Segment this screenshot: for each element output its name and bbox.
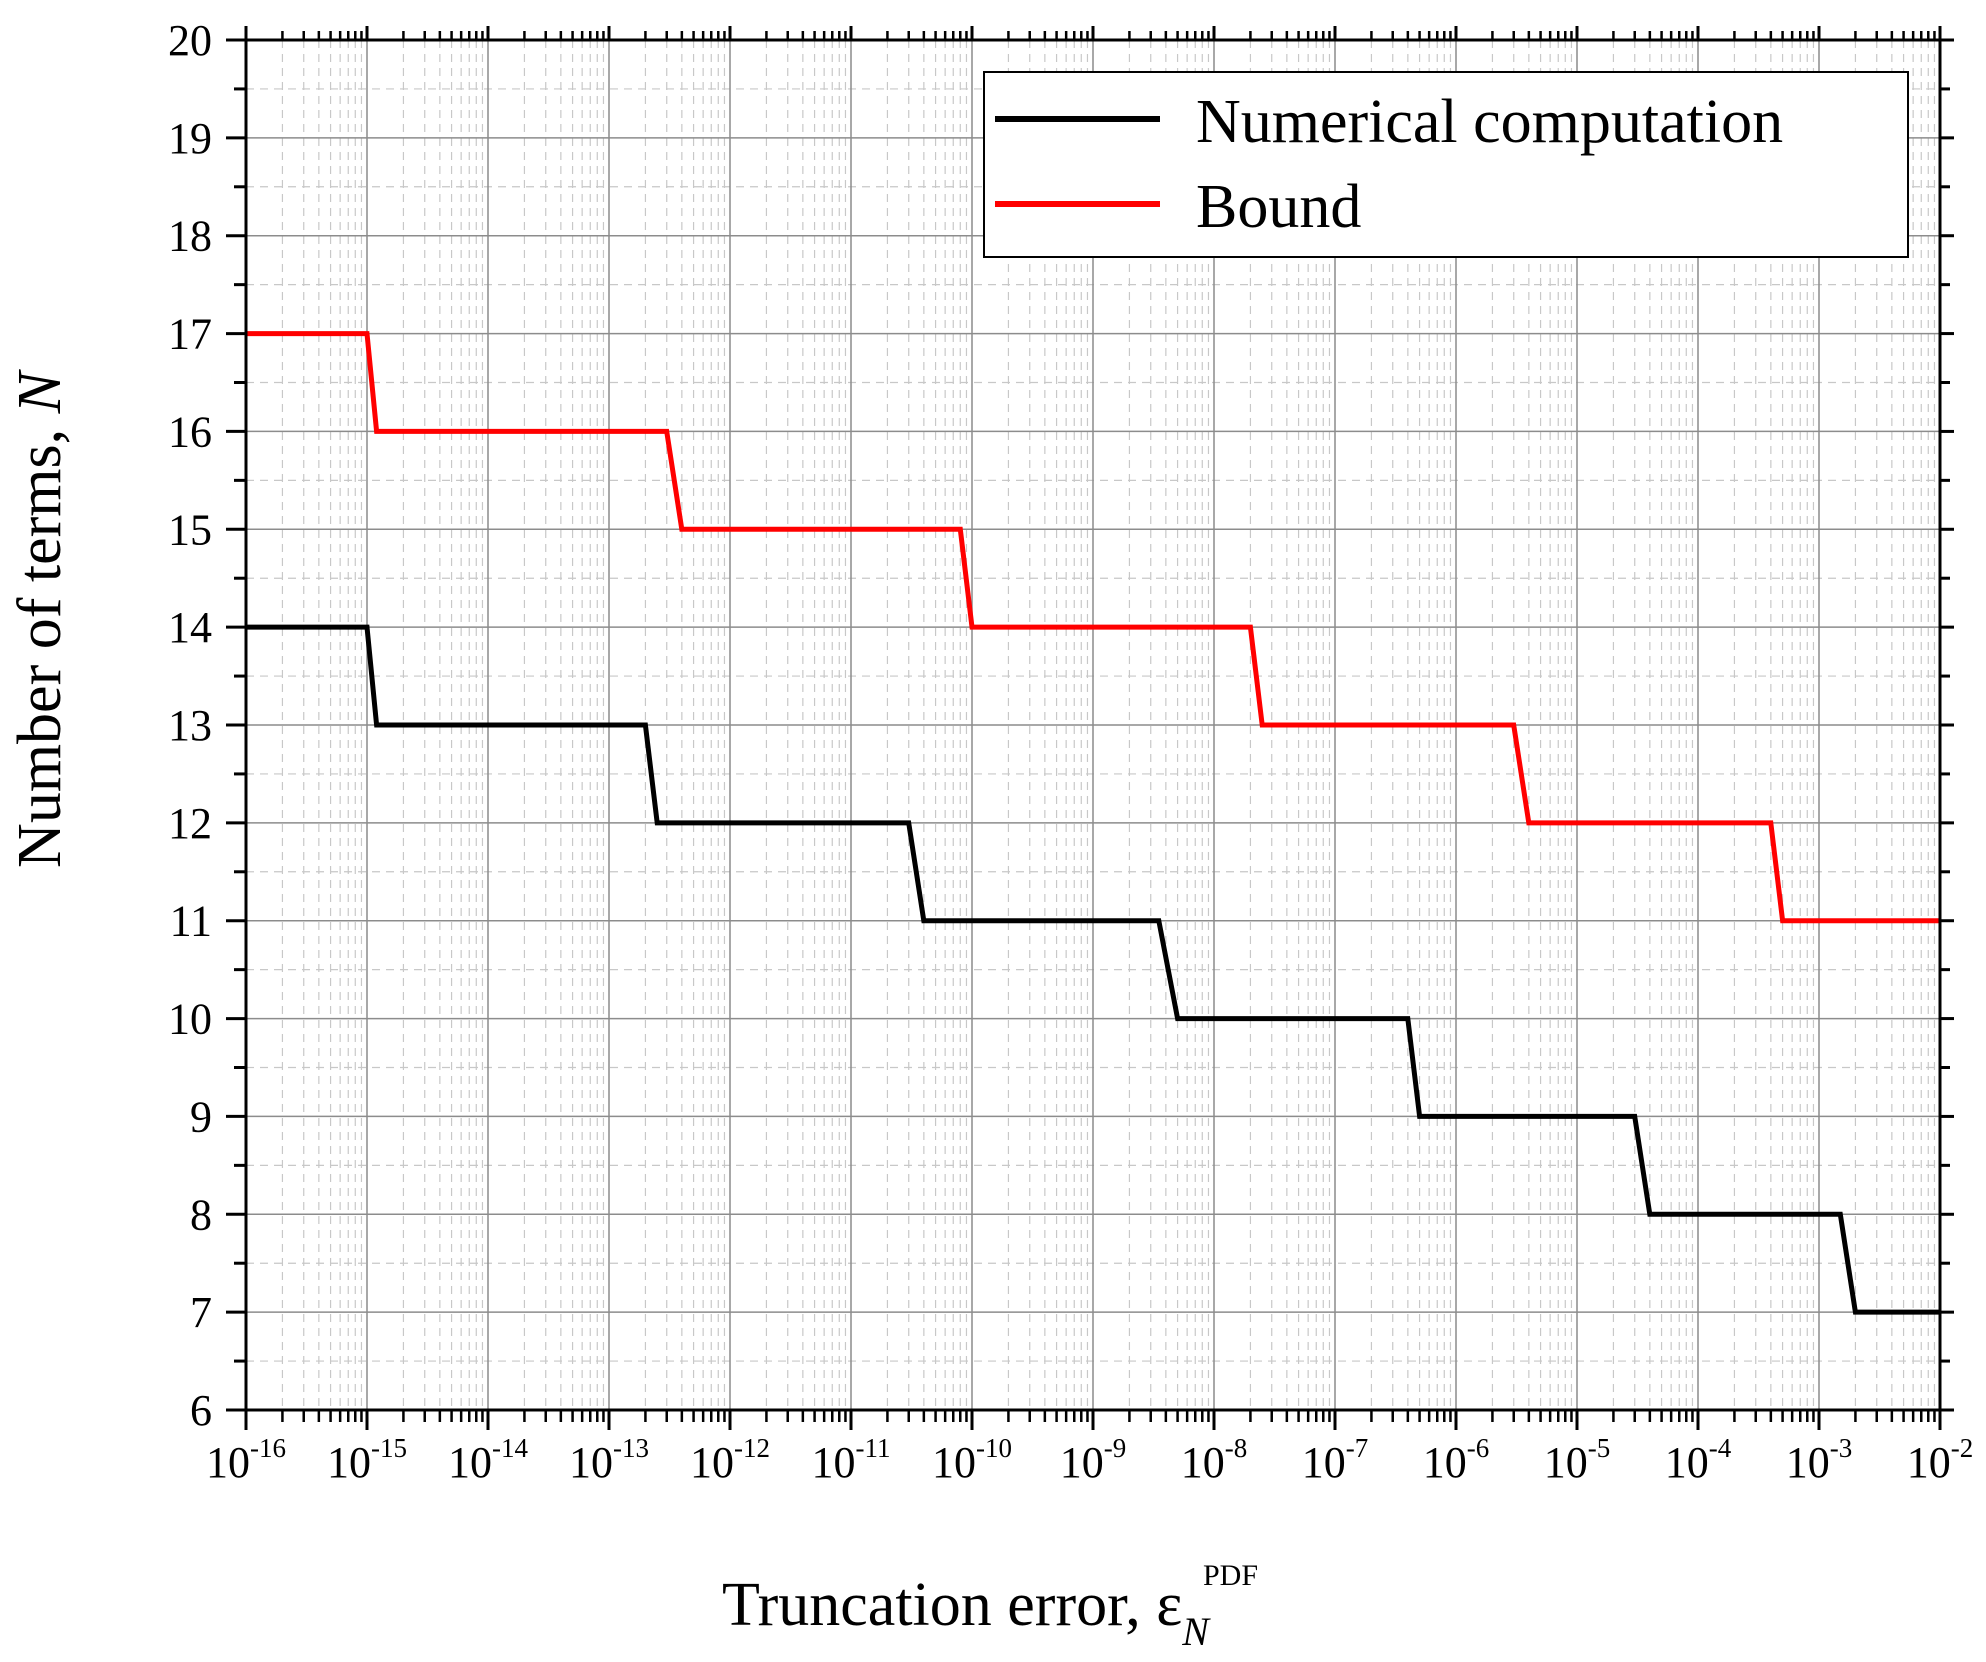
x-tick-base: 10 <box>206 1438 250 1487</box>
y-tick-label: 17 <box>168 310 212 359</box>
x-tick-label: 10-2 <box>1907 1433 1974 1487</box>
y-tick-label: 18 <box>168 212 212 261</box>
series-layer <box>246 331 1940 1315</box>
y-tick-label: 6 <box>190 1386 212 1435</box>
series-line-bound <box>246 331 1940 924</box>
x-tick-base: 10 <box>1544 1438 1588 1487</box>
x-tick-label: 10-5 <box>1544 1433 1611 1487</box>
y-tick-label: 20 <box>168 16 212 65</box>
x-axis-title: Truncation error, εNPDF <box>722 1559 1258 1654</box>
x-tick-base: 10 <box>1665 1438 1709 1487</box>
x-tick-base: 10 <box>1786 1438 1830 1487</box>
x-tick-exponent: -15 <box>371 1433 407 1463</box>
x-tick-exponent: -16 <box>250 1433 286 1463</box>
y-axis-title: Number of terms, N <box>6 368 74 868</box>
x-tick-exponent: -14 <box>492 1433 528 1463</box>
x-tick-label: 10-4 <box>1665 1433 1732 1487</box>
y-tick-label: 12 <box>168 799 212 848</box>
x-tick-label: 10-15 <box>327 1433 407 1487</box>
y-tick-label: 13 <box>168 701 212 750</box>
x-tick-label: 10-8 <box>1181 1433 1248 1487</box>
y-tick-label: 8 <box>190 1190 212 1239</box>
y-tick-label: 9 <box>190 1092 212 1141</box>
x-tick-exponent: -12 <box>734 1433 770 1463</box>
x-tick-exponent: -9 <box>1104 1433 1127 1463</box>
x-tick-base: 10 <box>1302 1438 1346 1487</box>
x-tick-label: 10-10 <box>932 1433 1012 1487</box>
x-tick-base: 10 <box>1907 1438 1951 1487</box>
x-tick-labels: 10-16 10-15 10-14 10-13 10-12 10-11 10-10 10-9 1… <box>206 1433 1973 1487</box>
x-tick-base: 10 <box>569 1438 613 1487</box>
x-tick-exponent: -7 <box>1346 1433 1369 1463</box>
y-tick-label: 14 <box>168 603 212 652</box>
y-tick-label: 16 <box>168 407 212 456</box>
y-tick-label: 15 <box>168 505 212 554</box>
axis-ticks <box>226 26 1954 1430</box>
legend-label-bound: Bound <box>1196 173 1361 241</box>
series-line-numerical-computation <box>246 624 1940 1315</box>
x-tick-exponent: -3 <box>1830 1433 1853 1463</box>
x-tick-exponent: -4 <box>1709 1433 1732 1463</box>
x-tick-base: 10 <box>1060 1438 1104 1487</box>
legend: Numerical computation Bound <box>983 71 1909 258</box>
x-tick-exponent: -13 <box>613 1433 649 1463</box>
y-tick-label: 7 <box>190 1288 212 1337</box>
x-tick-label: 10-3 <box>1786 1433 1853 1487</box>
x-tick-label: 10-11 <box>812 1433 891 1487</box>
x-tick-base: 10 <box>932 1438 976 1487</box>
y-tick-label: 19 <box>168 114 212 163</box>
x-tick-base: 10 <box>448 1438 492 1487</box>
legend-label-numerical: Numerical computation <box>1196 88 1783 156</box>
x-tick-base: 10 <box>690 1438 734 1487</box>
x-tick-exponent: -5 <box>1588 1433 1611 1463</box>
x-tick-label: 10-13 <box>569 1433 649 1487</box>
x-tick-base: 10 <box>1181 1438 1225 1487</box>
x-tick-exponent: -10 <box>976 1433 1012 1463</box>
y-tick-label: 10 <box>168 995 212 1044</box>
major-grid <box>246 40 1940 1410</box>
x-tick-label: 10-7 <box>1302 1433 1369 1487</box>
x-tick-exponent: -8 <box>1225 1433 1248 1463</box>
x-tick-base: 10 <box>1423 1438 1467 1487</box>
x-tick-exponent: -6 <box>1467 1433 1490 1463</box>
legend-box <box>983 71 1909 258</box>
x-tick-label: 10-12 <box>690 1433 770 1487</box>
y-tick-label: 11 <box>170 897 212 946</box>
y-tick-labels: 6 7 8 9 10 11 12 13 14 15 16 17 18 19 20 <box>168 16 212 1435</box>
x-tick-label: 10-16 <box>206 1433 286 1487</box>
x-tick-label: 10-6 <box>1423 1433 1490 1487</box>
x-tick-base: 10 <box>327 1438 371 1487</box>
x-tick-exponent: -11 <box>856 1433 891 1463</box>
x-tick-base: 10 <box>812 1438 856 1487</box>
x-tick-exponent: -2 <box>1951 1433 1974 1463</box>
x-tick-label: 10-14 <box>448 1433 528 1487</box>
x-tick-label: 10-9 <box>1060 1433 1127 1487</box>
